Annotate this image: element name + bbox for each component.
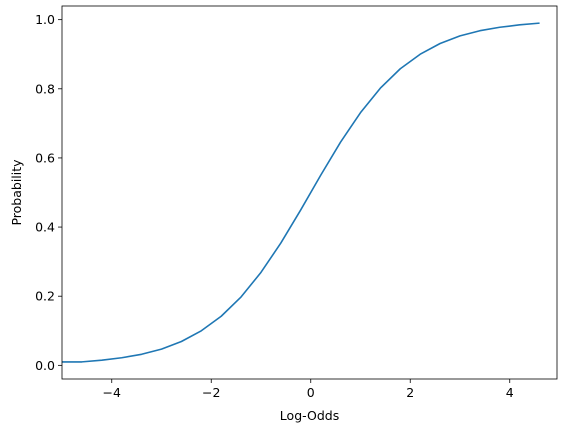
y-axis-label: Probability: [9, 159, 24, 226]
y-tick-label: 0.2: [35, 289, 55, 304]
x-tick-label: −2: [202, 385, 220, 400]
y-tick-label: 0.6: [35, 150, 55, 165]
x-tick-label: 2: [406, 385, 414, 400]
y-tick-label: 0.4: [35, 220, 55, 235]
x-axis-label: Log-Odds: [280, 408, 339, 423]
series-line-0: [62, 22, 540, 363]
plot-frame: [61, 5, 558, 380]
x-tick-label: 4: [506, 385, 514, 400]
plot-content: [62, 22, 540, 363]
x-axis: −4 −2 0 2 4: [103, 379, 514, 400]
y-tick-label: 0.0: [35, 358, 55, 373]
y-axis: 0.0 0.2 0.4 0.6 0.8 1.0: [35, 12, 62, 373]
x-tick-label: 0: [307, 385, 315, 400]
y-tick-label: 0.8: [35, 81, 55, 96]
x-tick-label: −4: [103, 385, 121, 400]
y-tick-label: 1.0: [35, 12, 55, 27]
